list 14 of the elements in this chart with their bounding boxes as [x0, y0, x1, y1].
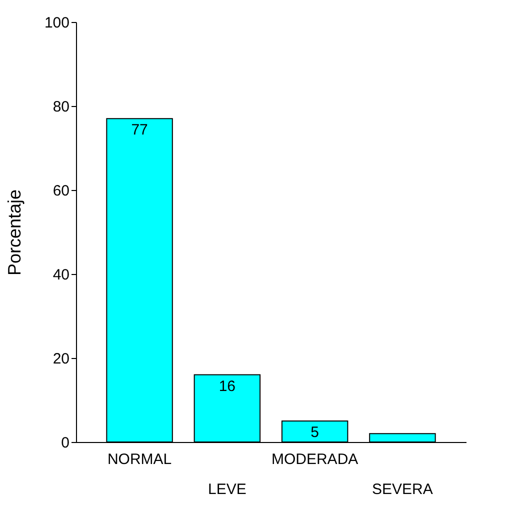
x-tick-label: SEVERA — [372, 481, 433, 498]
data-label: 16 — [218, 378, 236, 395]
y-tick-label: 40 — [52, 266, 70, 284]
x-tick-label: LEVE — [208, 481, 246, 498]
data-label: 5 — [310, 424, 319, 441]
x-tick-label: NORMAL — [107, 451, 172, 468]
y-tick-label: 0 — [61, 434, 70, 452]
y-axis-title: Porcentaje — [4, 189, 24, 276]
y-tick-label: 100 — [44, 14, 70, 32]
x-tick-label: MODERADA — [271, 451, 358, 468]
y-tick-label: 20 — [52, 350, 70, 368]
y-tick-label: 60 — [52, 182, 70, 200]
y-tick-label: 80 — [52, 98, 70, 116]
data-label: 77 — [131, 122, 148, 139]
